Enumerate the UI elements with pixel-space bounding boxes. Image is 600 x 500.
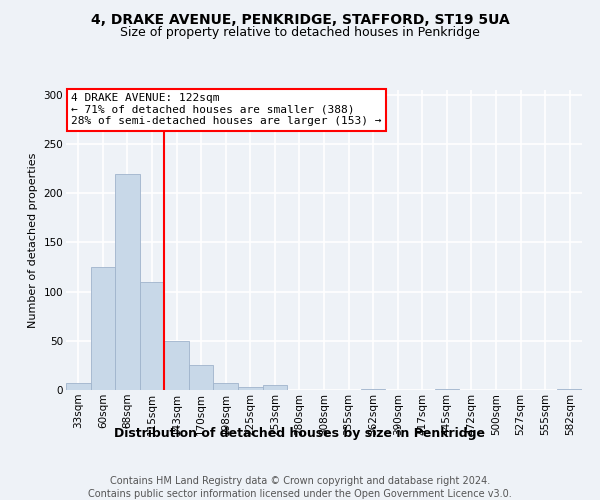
Bar [557, 389, 582, 390]
Bar [140, 282, 164, 390]
Bar [66, 383, 91, 390]
Text: Distribution of detached houses by size in Penkridge: Distribution of detached houses by size … [115, 428, 485, 440]
Bar [263, 385, 287, 390]
Bar [238, 387, 263, 390]
Text: Contains HM Land Registry data © Crown copyright and database right 2024.: Contains HM Land Registry data © Crown c… [110, 476, 490, 486]
Bar [91, 267, 115, 390]
Bar [434, 389, 459, 390]
Text: 4 DRAKE AVENUE: 122sqm
← 71% of detached houses are smaller (388)
28% of semi-de: 4 DRAKE AVENUE: 122sqm ← 71% of detached… [71, 93, 382, 126]
Text: 4, DRAKE AVENUE, PENKRIDGE, STAFFORD, ST19 5UA: 4, DRAKE AVENUE, PENKRIDGE, STAFFORD, ST… [91, 12, 509, 26]
Text: Size of property relative to detached houses in Penkridge: Size of property relative to detached ho… [120, 26, 480, 39]
Bar [214, 383, 238, 390]
Text: Contains public sector information licensed under the Open Government Licence v3: Contains public sector information licen… [88, 489, 512, 499]
Bar [115, 174, 140, 390]
Bar [189, 366, 214, 390]
Bar [361, 389, 385, 390]
Bar [164, 341, 189, 390]
Y-axis label: Number of detached properties: Number of detached properties [28, 152, 38, 328]
